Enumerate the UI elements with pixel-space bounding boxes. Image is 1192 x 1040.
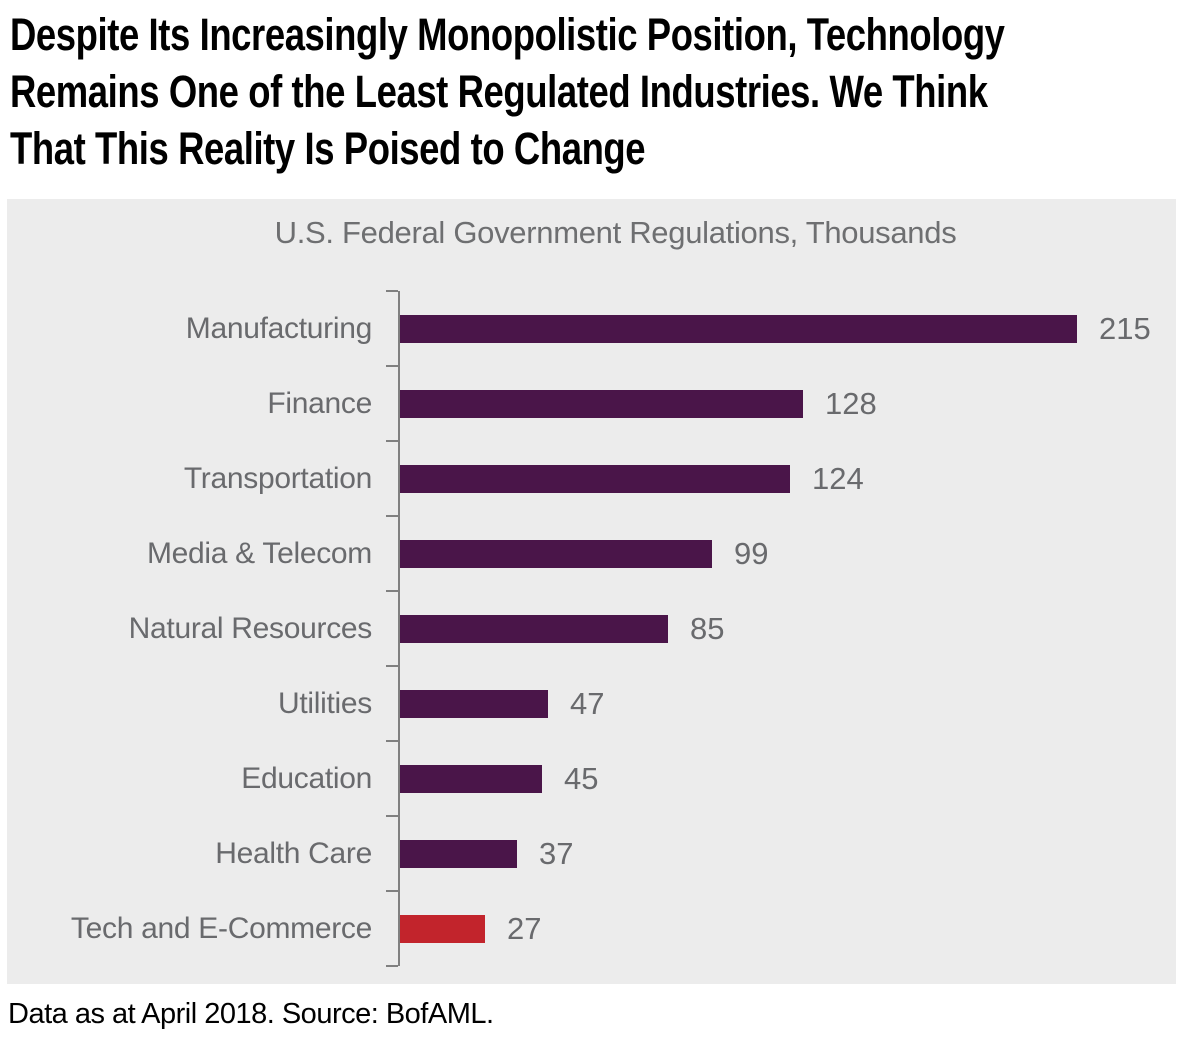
bar-area: 99 bbox=[400, 516, 1176, 591]
bar bbox=[400, 314, 1077, 343]
value-label: 37 bbox=[539, 835, 574, 871]
page-title-line-1: Despite Its Increasingly Monopolistic Po… bbox=[10, 9, 1005, 60]
bar-row: Education 45 bbox=[7, 741, 1176, 816]
bar-row: Natural Resources 85 bbox=[7, 591, 1176, 666]
bar-row: Manufacturing 215 bbox=[7, 291, 1176, 366]
value-label: 215 bbox=[1099, 310, 1151, 346]
axis-tick bbox=[386, 815, 398, 817]
page: Despite Its Increasingly Monopolistic Po… bbox=[0, 6, 1192, 1040]
bar-area: 37 bbox=[400, 816, 1176, 891]
bar bbox=[400, 839, 517, 868]
axis-tick bbox=[386, 440, 398, 442]
chart-title: U.S. Federal Government Regulations, Tho… bbox=[274, 215, 957, 250]
axis-tick bbox=[386, 740, 398, 742]
value-label: 124 bbox=[812, 460, 864, 496]
category-label: Transportation bbox=[183, 461, 372, 495]
page-title: Despite Its Increasingly Monopolistic Po… bbox=[10, 6, 1005, 177]
bar-highlighted bbox=[400, 914, 485, 943]
value-label: 45 bbox=[564, 760, 599, 796]
value-label: 128 bbox=[825, 385, 877, 421]
axis-tick bbox=[386, 515, 398, 517]
category-label: Manufacturing bbox=[185, 311, 373, 345]
page-title-line-2: Remains One of the Least Regulated Indus… bbox=[10, 66, 988, 117]
value-label: 47 bbox=[570, 685, 605, 721]
bar-area: 124 bbox=[400, 441, 1176, 516]
axis-tick bbox=[386, 890, 398, 892]
category-label: Utilities bbox=[278, 686, 372, 720]
bar bbox=[400, 389, 803, 418]
axis-tick bbox=[386, 365, 398, 367]
category-label: Health Care bbox=[215, 836, 372, 870]
bar-row: Finance 128 bbox=[7, 366, 1176, 441]
bar-area: 27 bbox=[400, 891, 1176, 966]
value-label: 99 bbox=[734, 535, 769, 571]
bar-row: Tech and E-Commerce 27 bbox=[7, 891, 1176, 966]
bar bbox=[400, 539, 712, 568]
bar-area: 45 bbox=[400, 741, 1176, 816]
category-label: Finance bbox=[267, 386, 372, 420]
bar-row: Transportation 124 bbox=[7, 441, 1176, 516]
category-label: Media & Telecom bbox=[146, 536, 372, 570]
category-label: Tech and E-Commerce bbox=[70, 911, 372, 945]
plot-area: Manufacturing 215 Finance 128 Transportation… bbox=[7, 290, 1176, 967]
source-note: Data as at April 2018. Source: BofAML. bbox=[8, 998, 494, 1030]
category-label: Natural Resources bbox=[128, 611, 373, 645]
bar-area: 128 bbox=[400, 366, 1176, 441]
bar-area: 85 bbox=[400, 591, 1176, 666]
bar-area: 215 bbox=[400, 291, 1176, 366]
axis-tick bbox=[386, 665, 398, 667]
axis-tick bbox=[386, 965, 398, 967]
bar-area: 47 bbox=[400, 666, 1176, 741]
chart-panel: U.S. Federal Government Regulations, Tho… bbox=[7, 199, 1176, 984]
bar bbox=[400, 614, 668, 643]
page-title-line-3: That This Reality Is Poised to Change bbox=[10, 123, 646, 174]
bar-row: Health Care 37 bbox=[7, 816, 1176, 891]
axis-tick bbox=[386, 590, 398, 592]
bar bbox=[400, 464, 790, 493]
bar-row: Utilities 47 bbox=[7, 666, 1176, 741]
y-axis-line bbox=[398, 291, 400, 966]
bar bbox=[400, 689, 548, 718]
value-label: 27 bbox=[507, 910, 542, 946]
axis-tick bbox=[386, 290, 398, 292]
bar bbox=[400, 764, 542, 793]
chart-rows: Manufacturing 215 Finance 128 Transportation… bbox=[7, 291, 1176, 966]
category-label: Education bbox=[241, 761, 372, 795]
value-label: 85 bbox=[690, 610, 725, 646]
bar-row: Media & Telecom 99 bbox=[7, 516, 1176, 591]
